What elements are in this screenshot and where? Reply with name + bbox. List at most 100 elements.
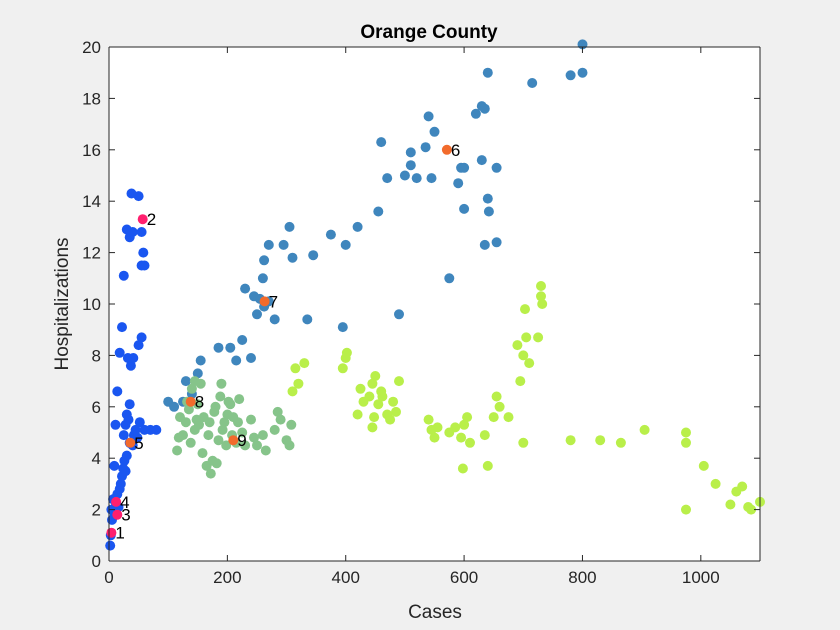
data-point xyxy=(340,239,351,250)
data-point xyxy=(681,427,691,438)
data-point xyxy=(278,239,289,250)
data-point xyxy=(385,414,396,425)
data-point xyxy=(527,78,538,88)
data-point xyxy=(203,430,214,441)
data-point xyxy=(521,332,532,343)
data-point xyxy=(491,237,502,248)
data-point xyxy=(459,162,470,173)
y-tick-label: 2 xyxy=(92,501,101,520)
data-point xyxy=(132,432,143,443)
data-point xyxy=(195,355,206,366)
data-points xyxy=(105,39,765,551)
data-point xyxy=(308,250,319,261)
data-point xyxy=(213,342,224,353)
data-point xyxy=(491,391,502,402)
data-point xyxy=(536,291,546,302)
data-point xyxy=(169,401,180,412)
data-point xyxy=(204,417,215,428)
data-point xyxy=(269,424,280,435)
data-point xyxy=(284,440,295,451)
x-ticks: 0 200 400 600 800 1000 xyxy=(104,47,720,587)
data-point xyxy=(287,252,298,263)
data-point xyxy=(595,435,606,446)
data-point xyxy=(426,173,437,184)
data-point xyxy=(286,419,297,430)
data-point xyxy=(479,239,490,250)
data-point xyxy=(405,147,416,158)
y-tick-label: 14 xyxy=(82,192,101,211)
data-point xyxy=(411,173,422,184)
data-point xyxy=(565,70,576,81)
annotation-label: 6 xyxy=(451,141,460,160)
annotation-label: 1 xyxy=(115,524,124,543)
y-tick-label: 8 xyxy=(92,346,101,365)
data-point xyxy=(515,376,526,387)
data-point xyxy=(275,414,286,425)
data-point xyxy=(130,424,141,435)
data-point xyxy=(180,417,191,428)
data-point xyxy=(459,203,470,214)
annotated-point xyxy=(441,144,452,155)
data-point xyxy=(355,383,366,394)
data-point xyxy=(192,368,203,379)
data-point xyxy=(121,450,132,461)
y-tick-label: 12 xyxy=(82,244,101,263)
data-point xyxy=(405,160,416,171)
data-point xyxy=(565,435,576,446)
x-axis-label: Cases xyxy=(408,602,462,623)
data-point xyxy=(302,314,313,325)
data-point xyxy=(290,363,301,374)
data-point xyxy=(470,108,481,119)
data-point xyxy=(115,478,126,489)
x-tick-label: 1000 xyxy=(682,568,720,587)
data-point xyxy=(533,332,544,343)
y-tick-label: 6 xyxy=(92,398,101,417)
x-tick-label: 0 xyxy=(104,568,113,587)
data-point xyxy=(205,468,216,479)
data-point xyxy=(352,409,363,420)
data-point xyxy=(128,353,139,363)
data-point xyxy=(234,394,245,405)
data-point xyxy=(293,378,304,389)
data-point xyxy=(512,340,523,351)
annotation-label: 7 xyxy=(269,292,278,311)
data-point xyxy=(124,399,135,410)
data-point xyxy=(180,376,191,387)
data-point xyxy=(376,137,387,148)
data-point xyxy=(482,193,493,204)
annotation-label: 4 xyxy=(120,493,129,512)
data-point xyxy=(423,414,434,425)
data-point xyxy=(117,322,127,333)
data-point xyxy=(194,419,204,430)
annotated-point xyxy=(228,435,239,446)
data-point xyxy=(367,378,378,389)
x-tick-label: 800 xyxy=(568,568,596,587)
data-point xyxy=(136,332,147,343)
data-point xyxy=(524,358,535,369)
data-point xyxy=(462,412,473,423)
data-point xyxy=(216,378,227,389)
data-point xyxy=(737,481,748,492)
data-point xyxy=(246,353,256,363)
data-point xyxy=(503,412,514,423)
data-point xyxy=(237,335,248,345)
y-tick-label: 4 xyxy=(92,449,101,468)
annotation-label: 9 xyxy=(237,431,246,450)
data-point xyxy=(215,391,226,402)
data-point xyxy=(325,229,336,240)
data-point xyxy=(134,417,145,428)
data-point xyxy=(639,424,650,435)
data-point xyxy=(105,540,116,551)
data-point xyxy=(459,419,470,430)
data-point xyxy=(373,399,384,410)
data-point xyxy=(373,206,384,217)
data-point xyxy=(118,270,129,281)
point-annotations: 1 2 34 5 6 7 8 9 xyxy=(106,141,460,543)
data-point xyxy=(536,281,546,291)
data-point xyxy=(186,383,197,394)
data-point xyxy=(450,422,461,433)
data-point xyxy=(197,448,208,459)
x-tick-label: 200 xyxy=(213,568,241,587)
